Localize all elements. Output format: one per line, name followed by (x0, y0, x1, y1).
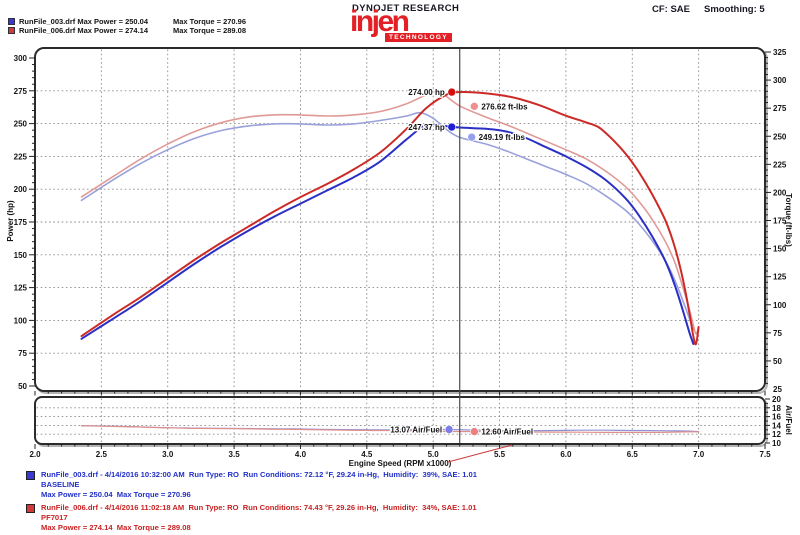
torque-tick-label: 275 (773, 104, 787, 113)
torque-tick-label: 225 (773, 160, 787, 169)
af-tick-label: 18 (772, 404, 781, 413)
power-tick-label: 150 (14, 251, 28, 260)
power-tick-label: 75 (18, 349, 27, 358)
rpm-tick-label: 4.5 (361, 450, 373, 459)
rpm-tick-label: 7.5 (759, 450, 771, 459)
run-summary-row: RunFile_006.drf Max Power = 274.14 Max T… (8, 26, 246, 35)
power-tick-label: 125 (14, 284, 28, 293)
curve-runfile_006-power (80, 91, 700, 346)
cursor-value-label: 12.60 Air/Fuel (481, 428, 533, 437)
run-file-maxpower-label: RunFile_006.drf Max Power = 274.14 (19, 26, 149, 35)
curve-runfile_006-torque (80, 90, 700, 335)
cursor-value-label: 13.07 Air/Fuel (390, 425, 442, 434)
run-color-swatch (26, 471, 35, 480)
rpm-tick-label: 6.0 (560, 450, 572, 459)
power-tick-label: 225 (14, 152, 28, 161)
rpm-tick-label: 3.0 (162, 450, 174, 459)
af-tick-label: 12 (772, 430, 781, 439)
power-tick-label: 300 (14, 54, 28, 63)
rpm-tick-label: 7.0 (693, 450, 705, 459)
cursor-value-dot (470, 102, 479, 111)
injen-logo: injen (350, 5, 410, 38)
torque-tick-label: 150 (773, 245, 787, 254)
af-tick-label: 16 (772, 413, 781, 422)
cursor-value-dot (444, 425, 454, 434)
main-plot-frame (34, 47, 766, 392)
rpm-axis-title: Engine Speed (RPM x1000) (349, 459, 452, 468)
run-info-line: RunFile_006.drf - 4/14/2016 11:02:18 AM … (41, 503, 477, 512)
af-plot-frame (34, 396, 766, 445)
torque-tick-label: 100 (773, 301, 787, 310)
rpm-tick-label: 6.5 (627, 450, 639, 459)
run-color-swatch (8, 27, 15, 34)
cursor-value-label: 276.62 ft-lbs (481, 102, 528, 111)
run-color-swatch (26, 504, 35, 513)
torque-tick-label: 25 (773, 385, 782, 394)
power-tick-label: 275 (14, 87, 28, 96)
power-tick-label: 250 (14, 120, 28, 129)
run-summary-legend: RunFile_003.drf Max Power = 250.04 Max T… (8, 17, 246, 35)
power-tick-label: 175 (14, 218, 28, 227)
run-summary-row: RunFile_003.drf Max Power = 250.04 Max T… (8, 17, 246, 26)
power-axis-title: Power (hp) (6, 200, 15, 242)
power-tick-label: 200 (14, 185, 28, 194)
dynojet-research-label: DYNOJET RESEARCH (352, 3, 460, 14)
torque-tick-label: 200 (773, 188, 787, 197)
cursor-value-label: 247.37 hp (408, 123, 445, 132)
run-name-line: PF7017 (41, 513, 68, 522)
rpm-tick-label: 2.5 (96, 450, 108, 459)
rpm-tick-label: 4.0 (295, 450, 307, 459)
torque-axis-title: Torque (ft-lbs) (784, 193, 793, 247)
graph-settings-readout: CF: SAE Smoothing: 5 (652, 4, 765, 15)
run-maxtorque-label: Max Torque = 289.08 (173, 26, 247, 35)
cursor-value-label: 249.19 ft-lbs (479, 133, 526, 142)
af-tick-label: 10 (772, 439, 781, 448)
cursor-value-dot (467, 132, 476, 142)
cursor-pointer-line (447, 444, 513, 463)
rpm-tick-label: 2.0 (29, 450, 41, 459)
run-detail-legend: RunFile_003.drf - 4/14/2016 10:32:00 AM … (26, 470, 477, 535)
run-detail-row[interactable]: RunFile_003.drf - 4/14/2016 10:32:00 AM … (26, 470, 477, 500)
curve-runfile_006-airfuel (80, 425, 700, 433)
cursor-value-dot (447, 87, 457, 97)
torque-tick-label: 50 (773, 357, 782, 366)
cursor-value-dot (447, 122, 457, 132)
run-maxtorque-label: Max Torque = 270.96 (173, 17, 247, 26)
run-max-line: Max Power = 274.14 Max Torque = 289.08 (41, 523, 191, 532)
power-tick-label: 100 (14, 316, 28, 325)
torque-tick-label: 125 (773, 273, 787, 282)
torque-tick-label: 300 (773, 76, 787, 85)
torque-tick-label: 175 (773, 217, 787, 226)
torque-tick-label: 250 (773, 132, 787, 141)
injen-technology-banner: TECHNOLOGY (385, 33, 452, 42)
run-name-line: BASELINE (41, 480, 80, 489)
rpm-tick-label: 5.0 (428, 450, 440, 459)
torque-tick-label: 75 (773, 329, 782, 338)
run-info-line: RunFile_003.drf - 4/14/2016 10:32:00 AM … (41, 470, 477, 479)
run-file-maxpower-label: RunFile_003.drf Max Power = 250.04 (19, 17, 149, 26)
rpm-tick-label: 3.5 (229, 450, 241, 459)
cursor-value-label: 274.00 hp (408, 88, 445, 97)
af-axis-title: Air/Fuel (784, 405, 793, 435)
cursor-value-dot (470, 427, 479, 436)
run-max-line: Max Power = 250.04 Max Torque = 270.96 (41, 490, 191, 499)
af-tick-label: 20 (772, 395, 781, 404)
torque-tick-label: 325 (773, 48, 787, 57)
correction-factor-label: CF: SAE (652, 4, 690, 15)
run-detail-row[interactable]: RunFile_006.drf - 4/14/2016 11:02:18 AM … (26, 503, 477, 533)
power-tick-label: 50 (18, 382, 27, 391)
curve-runfile_003-torque (80, 111, 695, 331)
af-tick-label: 14 (772, 421, 781, 430)
rpm-tick-label: 5.5 (494, 450, 506, 459)
smoothing-label: Smoothing: 5 (704, 4, 765, 15)
run-color-swatch (8, 18, 15, 25)
